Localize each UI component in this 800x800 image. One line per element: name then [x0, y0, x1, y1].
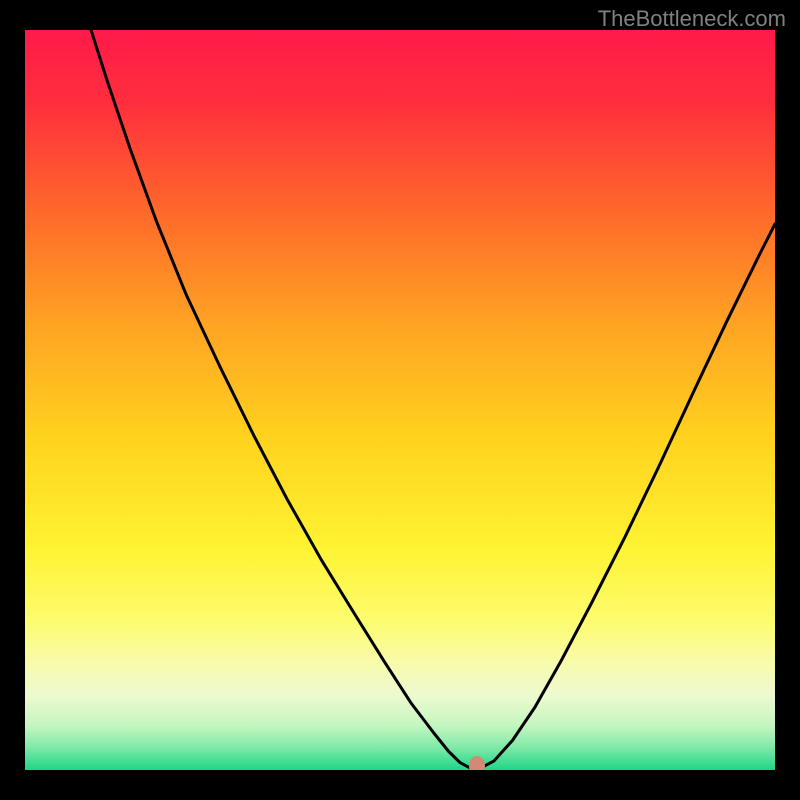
chart-marker-dot — [469, 756, 485, 770]
chart-plot-area — [25, 30, 775, 770]
watermark-text: TheBottleneck.com — [598, 6, 786, 32]
chart-curve — [25, 30, 775, 770]
